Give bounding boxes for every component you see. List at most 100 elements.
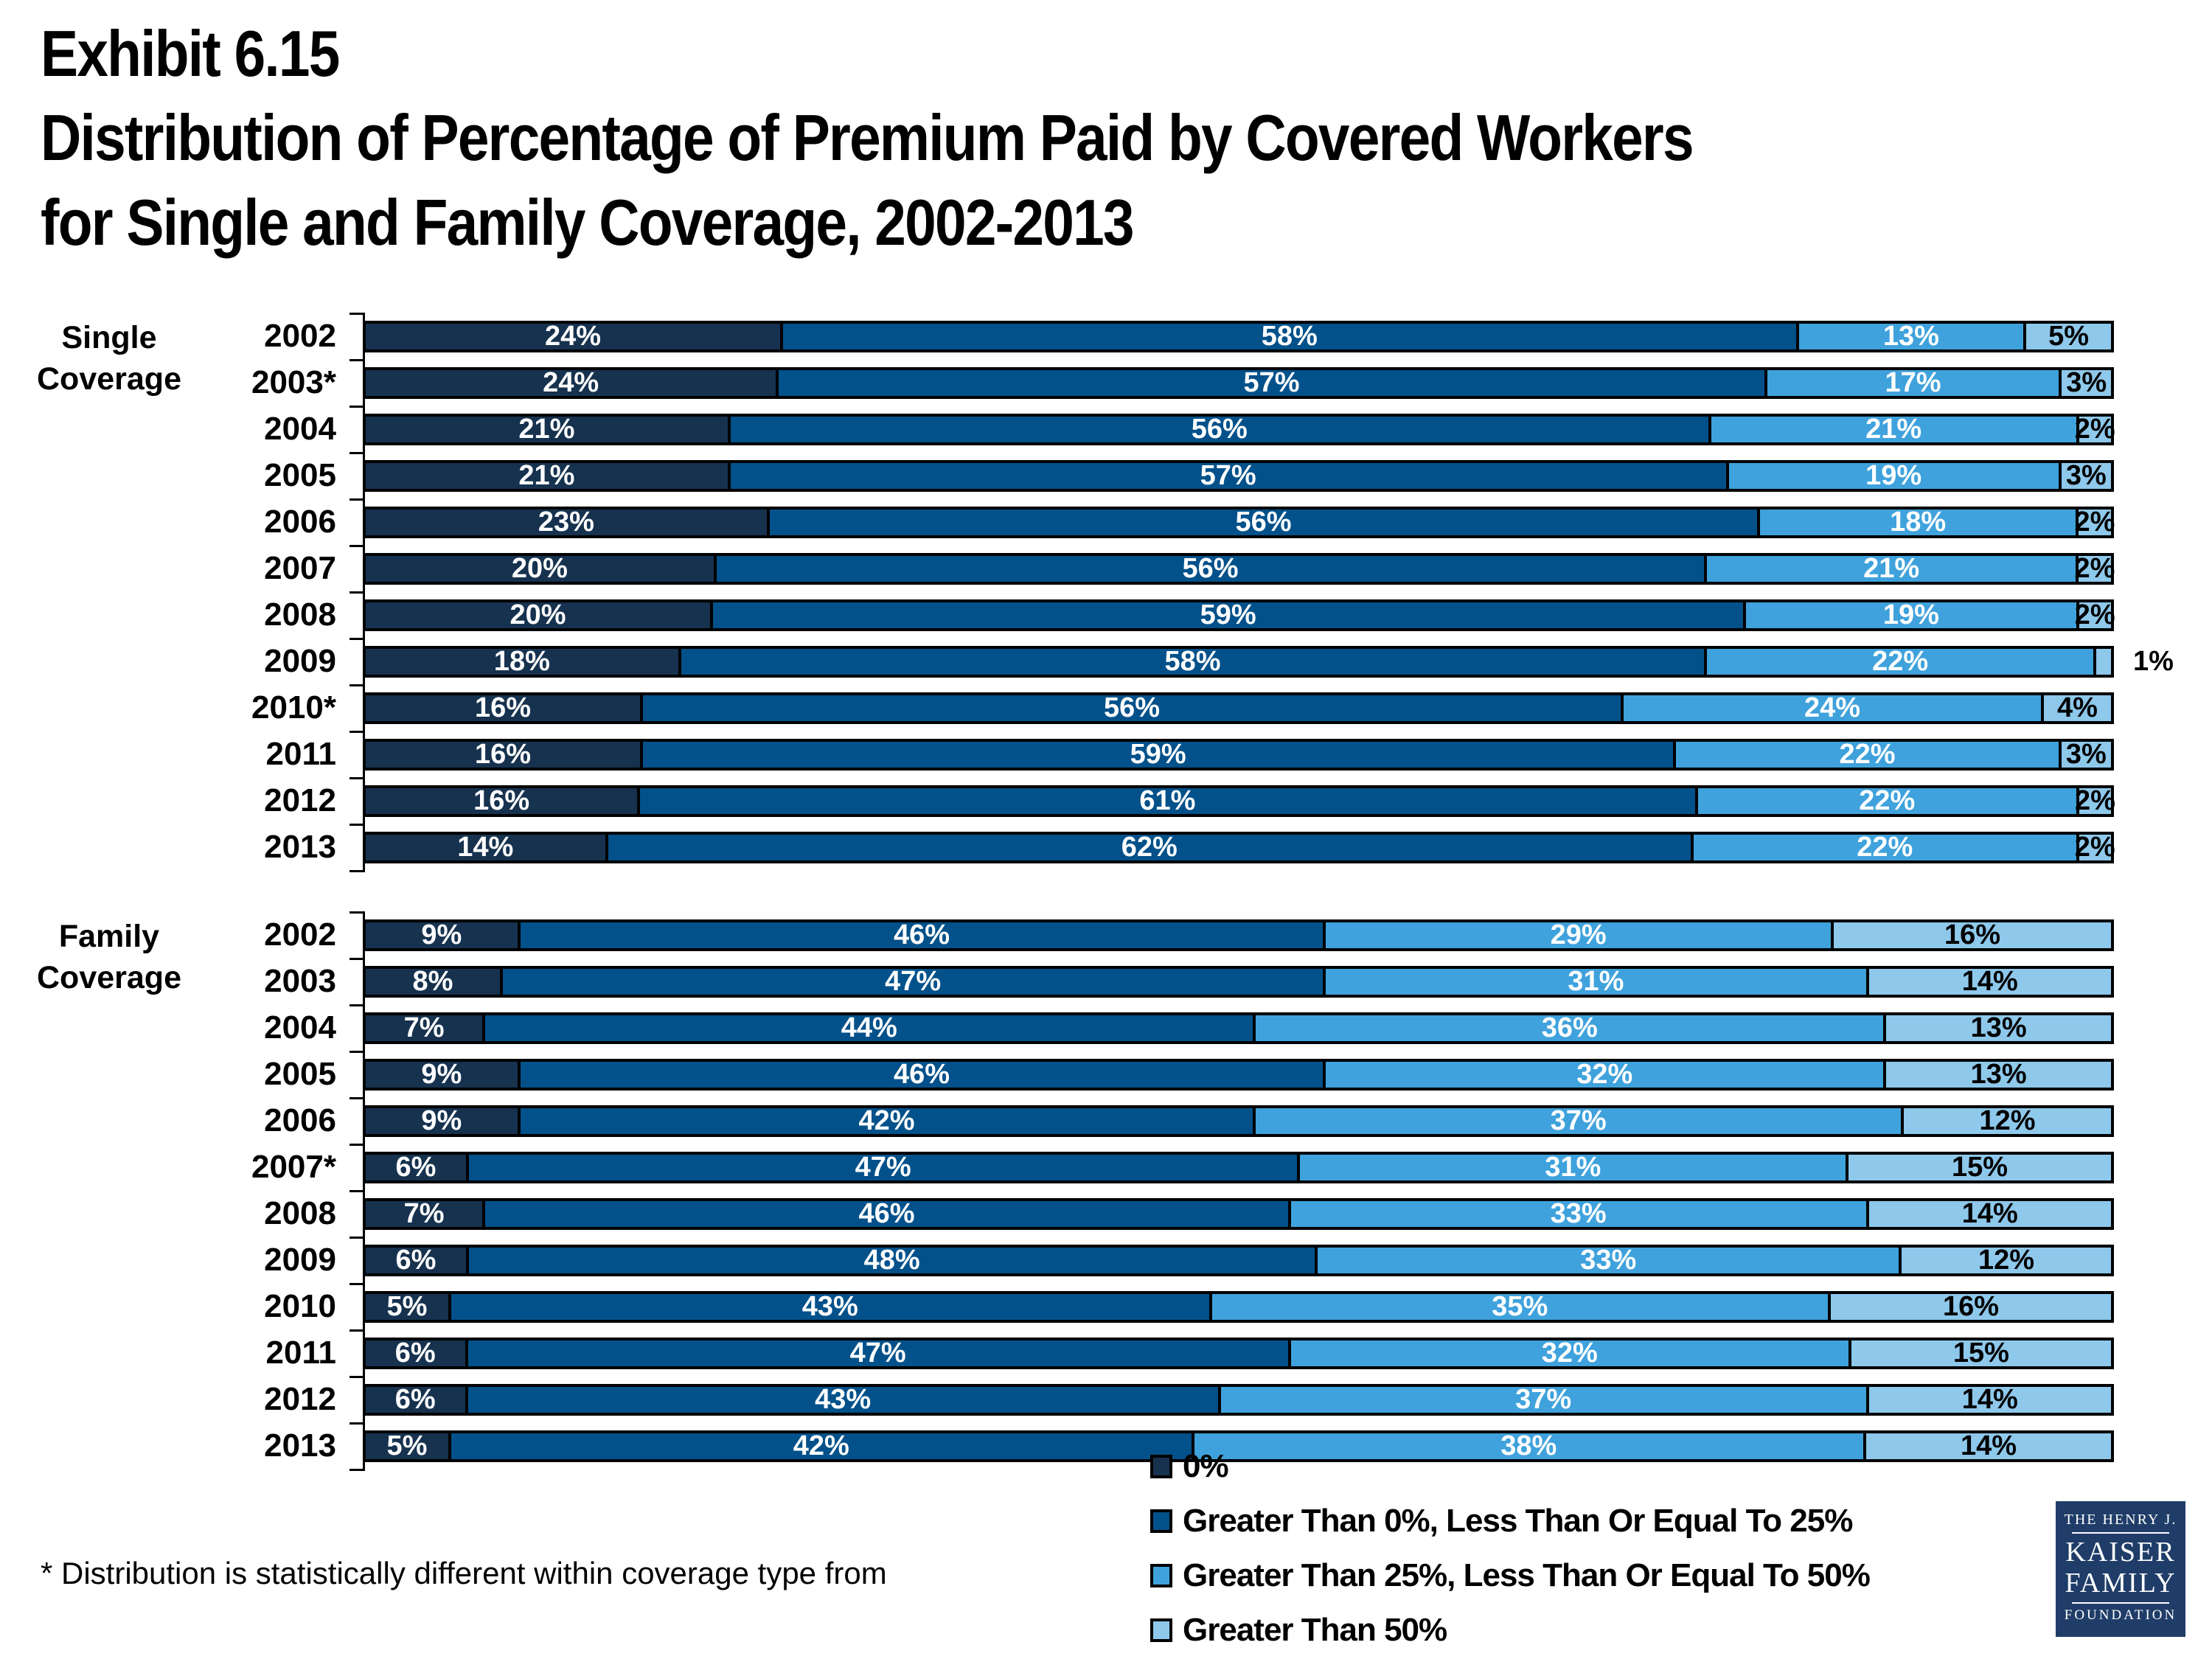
- bar-segment-3: 14%: [1868, 1384, 2114, 1416]
- year-label: 2013: [264, 829, 336, 865]
- bar-segment-1: 46%: [485, 1198, 1291, 1230]
- bar-segment-3: 4%: [2044, 692, 2114, 724]
- bar-segment-3: 16%: [1831, 1291, 2114, 1323]
- bar-segment-2: 31%: [1326, 966, 1869, 998]
- bar-segment-1: 42%: [451, 1430, 1194, 1462]
- bar-track: 9% 46% 29% 16%: [363, 919, 2114, 951]
- logo-line-4: FOUNDATION: [2064, 1607, 2177, 1623]
- bar-track: 14% 62% 22% 2%: [363, 832, 2115, 863]
- bar-row-family-2005: 2005 9% 46% 32% 13%: [0, 1051, 2114, 1097]
- bar-segment-2: 22%: [1694, 832, 2079, 863]
- bar-track: 16% 56% 24% 4%: [363, 692, 2114, 724]
- bar-row-single-2010: 2010* 16% 56% 24% 4%: [0, 684, 2114, 731]
- bar-segment-0: 23%: [363, 507, 770, 538]
- year-label: 2003: [264, 963, 336, 999]
- bar-segment-3: 2%: [2074, 785, 2115, 817]
- legend-item-over-50pct: Greater Than 50%: [1150, 1603, 1870, 1658]
- year-label: 2012: [264, 782, 336, 818]
- bar-track: 23% 56% 18% 2%: [363, 507, 2115, 538]
- y-axis-line: [363, 911, 365, 1471]
- bar-segment-0: 5%: [363, 1291, 451, 1323]
- bar-segment-3: 15%: [1851, 1338, 2114, 1369]
- bar-segment-0: 6%: [363, 1338, 468, 1369]
- bar-segment-3: 2%: [2074, 553, 2115, 585]
- bar-segment-3: 13%: [1886, 1059, 2114, 1091]
- bar-segment-0: 16%: [363, 785, 641, 817]
- logo-divider: [2072, 1602, 2169, 1604]
- bar-group-single: Single Coverage 2002 24% 58% 13% 5% 2003* 24% 57…: [0, 313, 2174, 872]
- bar-group-family: Family Coverage 2002 9% 46% 29% 16% 2003 8% 47% 3…: [0, 911, 2114, 1471]
- year-label: 2005: [264, 457, 336, 493]
- bar-track: 7% 46% 33% 14%: [363, 1198, 2114, 1230]
- bar-track: 7% 44% 36% 13%: [363, 1012, 2114, 1044]
- logo-line-3: FAMILY: [2065, 1568, 2177, 1599]
- bar-track: 6% 47% 32% 15%: [363, 1338, 2114, 1369]
- bar-segment-0: 7%: [363, 1012, 486, 1044]
- bar-segment-1: 43%: [451, 1291, 1212, 1323]
- year-label: 2006: [264, 504, 336, 540]
- title-line-2: for Single and Family Coverage, 2002-201…: [41, 185, 1135, 259]
- bar-segment-3: 5%: [2026, 321, 2114, 352]
- bar-row-family-2004: 2004 7% 44% 36% 13%: [0, 1004, 2114, 1051]
- year-label: 2008: [264, 597, 336, 633]
- bar-segment-0: 9%: [363, 919, 521, 951]
- bar-segment-3: 14%: [1868, 966, 2114, 998]
- year-label: 2006: [264, 1102, 336, 1138]
- bar-row-single-2011: 2011 16% 59% 22% 3%: [0, 731, 2114, 777]
- bar-segment-1: 44%: [485, 1012, 1256, 1044]
- bar-segment-1: 56%: [643, 692, 1624, 724]
- bar-segment-2: 29%: [1326, 919, 1834, 951]
- bar-segment-3: 12%: [1904, 1105, 2114, 1137]
- bar-segment-1: 42%: [520, 1105, 1256, 1137]
- year-label: 2008: [264, 1195, 336, 1231]
- bar-segment-1: 59%: [643, 739, 1677, 771]
- bar-segment-0: 6%: [363, 1245, 469, 1276]
- bar-segment-0: 16%: [363, 739, 643, 771]
- legend-item-0pct: 0%: [1150, 1439, 1870, 1494]
- legend-label: Greater Than 25%, Less Than Or Equal To …: [1183, 1557, 1871, 1593]
- bar-segment-3: 2%: [2074, 414, 2115, 445]
- bar-track: 8% 47% 31% 14%: [363, 966, 2114, 998]
- bar-segment-1: 48%: [468, 1245, 1318, 1276]
- year-label: 2009: [264, 643, 336, 679]
- bar-segment-1: 56%: [730, 414, 1711, 445]
- bar-track: 6% 47% 31% 15%: [363, 1152, 2114, 1183]
- bar-segment-1: 43%: [467, 1384, 1221, 1416]
- year-label: 2011: [265, 736, 336, 772]
- bar-segment-2: 19%: [1728, 460, 2062, 492]
- bar-track: 20% 59% 19% 2%: [363, 599, 2115, 631]
- bar-row-family-2006: 2006 9% 42% 37% 12%: [0, 1097, 2114, 1144]
- bar-segment-0: 8%: [363, 966, 503, 998]
- bar-segment-3: 3%: [2061, 460, 2114, 492]
- bar-segment-0: 20%: [363, 553, 717, 585]
- legend-item-0-to-25pct: Greater Than 0%, Less Than Or Equal To 2…: [1150, 1494, 1870, 1548]
- legend-swatch-0pct: [1150, 1455, 1172, 1478]
- year-label: 2002: [264, 917, 336, 953]
- year-label: 2007*: [251, 1149, 336, 1185]
- bar-segment-2: 38%: [1194, 1430, 1867, 1462]
- bar-segment-2: 37%: [1220, 1384, 1869, 1416]
- bar-segment-1: 57%: [730, 460, 1729, 492]
- bar-segment-1: 58%: [681, 646, 1708, 678]
- legend: 0% Greater Than 0%, Less Than Or Equal T…: [1150, 1439, 1871, 1658]
- bar-segment-3: 15%: [1848, 1152, 2114, 1183]
- bar-track: 24% 57% 17% 3%: [363, 367, 2114, 399]
- group-label-single: Single Coverage: [37, 320, 181, 397]
- bar-track: 16% 59% 22% 3%: [363, 739, 2114, 771]
- bar-segment-0: 9%: [363, 1105, 521, 1137]
- outside-value-label: 1%: [2133, 646, 2174, 677]
- bar-row-family-2002: 2002 9% 46% 29% 16%: [0, 911, 2114, 958]
- bar-track: 18% 58% 22% 1%: [363, 646, 2174, 678]
- y-axis-ticks: [349, 313, 363, 872]
- year-label: 2004: [264, 1009, 336, 1046]
- bar-segment-1: 62%: [608, 832, 1694, 863]
- bar-segment-2: 37%: [1256, 1105, 1904, 1137]
- bar-segment-0: 16%: [363, 692, 643, 724]
- bar-segment-2: 22%: [1697, 785, 2079, 817]
- year-label: 2011: [265, 1335, 336, 1371]
- bar-segment-0: 24%: [363, 367, 779, 399]
- bar-segment-1: 47%: [468, 1152, 1301, 1183]
- bar-segment-0: 5%: [363, 1430, 451, 1462]
- bar-track: 9% 46% 32% 13%: [363, 1059, 2114, 1091]
- bar-segment-2: 13%: [1798, 321, 2027, 352]
